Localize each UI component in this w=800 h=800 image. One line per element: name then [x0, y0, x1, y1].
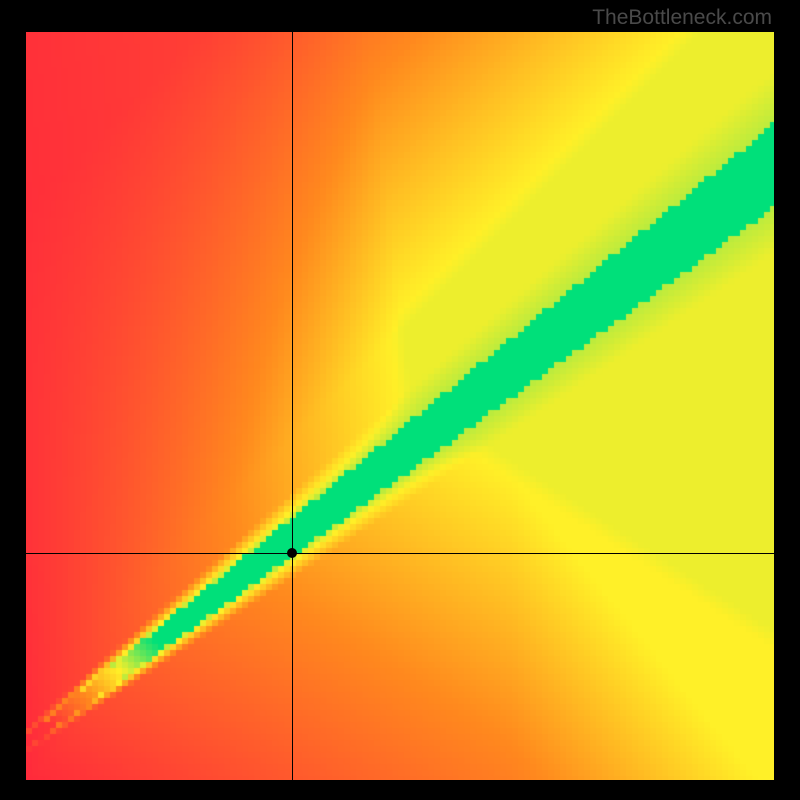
crosshair-vertical	[292, 32, 293, 780]
chart-container: TheBottleneck.com	[0, 0, 800, 800]
heatmap-canvas	[26, 32, 774, 780]
plot-area	[26, 32, 774, 780]
data-point-marker	[287, 548, 297, 558]
watermark-text: TheBottleneck.com	[592, 6, 772, 30]
crosshair-horizontal	[26, 553, 774, 554]
